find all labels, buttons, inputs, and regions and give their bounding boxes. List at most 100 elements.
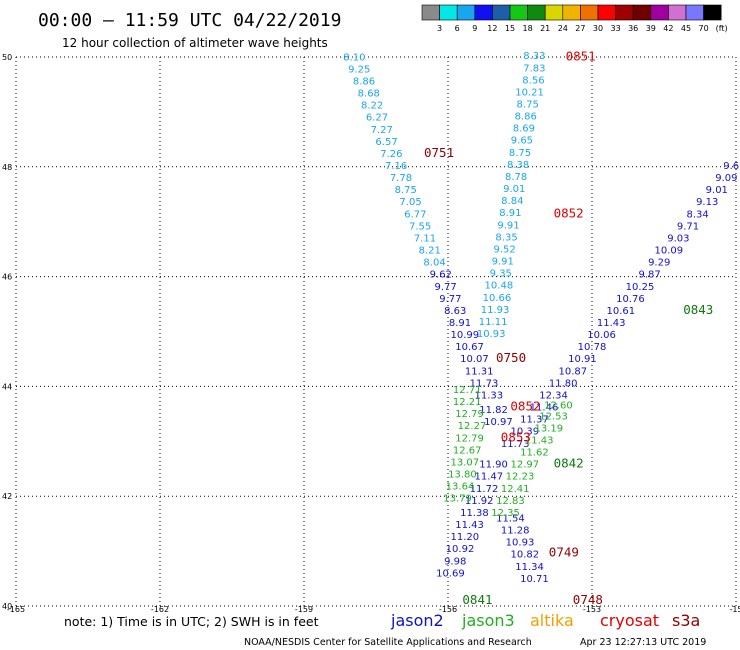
color-swatch xyxy=(580,4,599,21)
wave-height-value: 9.25 xyxy=(348,64,370,75)
legend-entry-cryosat: cryosat xyxy=(600,611,659,630)
wave-height-value: 12.27 xyxy=(458,421,487,432)
color-scale-label: 12 xyxy=(487,24,497,33)
wave-height-value: 11.72 xyxy=(470,484,499,495)
color-scale-label: 24 xyxy=(558,24,568,33)
wave-height-value: 12.60 xyxy=(544,400,573,411)
wave-height-value: 10.07 xyxy=(460,354,489,365)
wave-height-value: 8.75 xyxy=(517,100,539,111)
color-swatch xyxy=(703,4,722,21)
color-scale-unit: (ft) xyxy=(716,24,728,33)
chart-subtitle: 12 hour collection of altimeter wave hei… xyxy=(62,36,328,50)
x-tick-label: -165 xyxy=(7,605,25,614)
wave-height-value: 8.91 xyxy=(499,208,521,219)
wave-height-value: 8.56 xyxy=(522,75,544,86)
y-tick-label: 46 xyxy=(2,273,12,282)
wave-height-value: 10.61 xyxy=(606,306,635,317)
wave-height-value: 8.84 xyxy=(501,196,523,207)
wave-height-value: 7.78 xyxy=(390,173,412,184)
wave-height-value: 8.38 xyxy=(507,160,529,171)
x-tick-label: -153 xyxy=(583,605,601,614)
wave-height-value: 10.97 xyxy=(484,417,513,428)
wave-height-value: 10.48 xyxy=(485,281,514,292)
wave-height-value: 7.26 xyxy=(380,149,402,160)
wave-height-value: 8.78 xyxy=(505,172,527,183)
satellite-legend: jason2 jason3 altika cryosat s3a xyxy=(390,611,700,630)
wave-height-value: 11.11 xyxy=(479,317,508,328)
wave-height-value: 12.83 xyxy=(496,496,525,507)
color-scale-label: 3 xyxy=(437,24,442,33)
wave-height-value: 9.62 xyxy=(430,270,452,281)
legend-entry-s3a: s3a xyxy=(672,611,700,630)
wave-height-value: 11.34 xyxy=(515,562,544,573)
wave-height-value: 12.23 xyxy=(506,472,535,483)
wave-height-value: 12.97 xyxy=(510,460,539,471)
wave-height-value: 10.82 xyxy=(510,550,539,561)
wave-height-value: 9.01 xyxy=(503,184,525,195)
wave-height-value: 11.93 xyxy=(481,305,510,316)
wave-height-value: 12.79 xyxy=(455,409,484,420)
wave-height-value: 8.75 xyxy=(509,148,531,159)
pass-time-label: 0853 xyxy=(501,429,531,444)
wave-height-value: 9.29 xyxy=(648,258,670,269)
wave-height-value: 11.90 xyxy=(479,460,508,471)
pass-time-label: 0749 xyxy=(549,545,579,560)
wave-height-value: 9.6 xyxy=(723,161,739,172)
color-scale-label: 30 xyxy=(593,24,603,33)
color-swatch xyxy=(456,4,476,21)
wave-height-value: 13.64 xyxy=(446,482,475,493)
wave-height-value: 7.16 xyxy=(385,161,407,172)
wave-height-value: 10.67 xyxy=(455,342,484,353)
x-tick-label: -162 xyxy=(151,605,169,614)
wave-height-value: 10.78 xyxy=(578,342,607,353)
wave-height-value: 11.33 xyxy=(474,390,503,401)
y-tick-label: 40 xyxy=(2,602,12,611)
wave-height-value: 11.47 xyxy=(474,472,503,483)
wave-height-value: 10.76 xyxy=(616,294,645,305)
pass-time-label: 0852 xyxy=(554,205,584,220)
wave-height-value: 8.21 xyxy=(419,246,441,257)
pass-time-label: 0841 xyxy=(462,592,492,607)
wave-height-value: 10.39 xyxy=(510,427,539,438)
wave-height-value: 13.79 xyxy=(443,494,472,505)
y-tick-label: 48 xyxy=(2,163,12,172)
wave-height-value: 11.43 xyxy=(455,520,484,531)
color-scale-label: 18 xyxy=(523,24,533,33)
wave-height-value: 6.27 xyxy=(366,113,388,124)
wave-height-value: 9.65 xyxy=(511,136,533,147)
color-scale-label: 6 xyxy=(455,24,460,33)
wave-height-value: 11.62 xyxy=(520,448,549,459)
color-swatch xyxy=(492,4,511,21)
wave-height-value: 9.71 xyxy=(677,221,699,232)
wave-height-value: 11.37 xyxy=(520,415,549,426)
wave-height-value: 12.79 xyxy=(455,433,484,444)
pass-time-label: 0842 xyxy=(554,456,584,471)
x-tick-label: -156 xyxy=(439,605,457,614)
color-swatch xyxy=(527,4,546,21)
color-scale: 3 6 9 12 15 18 21 24 27 30 33 36 39 42 45 70 (ft) xyxy=(421,4,728,33)
wave-height-value: 11.31 xyxy=(465,366,494,377)
wave-height-value: 9.01 xyxy=(706,185,728,196)
color-swatch xyxy=(509,4,528,21)
chart-title: 00:00 – 11:59 UTC 04/22/2019 xyxy=(38,10,341,31)
color-swatch xyxy=(544,4,564,21)
legend-entry-jason3: jason3 xyxy=(461,611,515,630)
wave-height-value: 12.35 xyxy=(491,508,520,519)
wave-height-value: 9.03 xyxy=(667,233,689,244)
wave-height-value: 11.80 xyxy=(549,378,578,389)
wave-height-value: 8.34 xyxy=(686,209,708,220)
wave-height-value: 9.77 xyxy=(439,294,461,305)
wave-height-value: 8.91 xyxy=(449,318,471,329)
wave-height-value: 6.57 xyxy=(375,137,397,148)
wave-height-value: 11.46 xyxy=(530,403,559,414)
color-scale-label: 45 xyxy=(681,24,691,33)
y-tick-label: 50 xyxy=(2,53,12,62)
wave-height-value: 9.98 xyxy=(444,556,466,567)
wave-height-value: 8.10 xyxy=(343,52,365,63)
footer-note: note: 1) Time is in UTC; 2) SWH is in fe… xyxy=(64,614,319,629)
wave-height-value: 9.91 xyxy=(492,257,514,268)
footer-credit: NOAA/NESDIS Center for Satellite Applica… xyxy=(244,637,532,648)
wave-height-value: 7.83 xyxy=(523,63,545,74)
wave-height-value: 13.19 xyxy=(534,423,563,434)
pass-time-label: 0751 xyxy=(424,145,454,160)
